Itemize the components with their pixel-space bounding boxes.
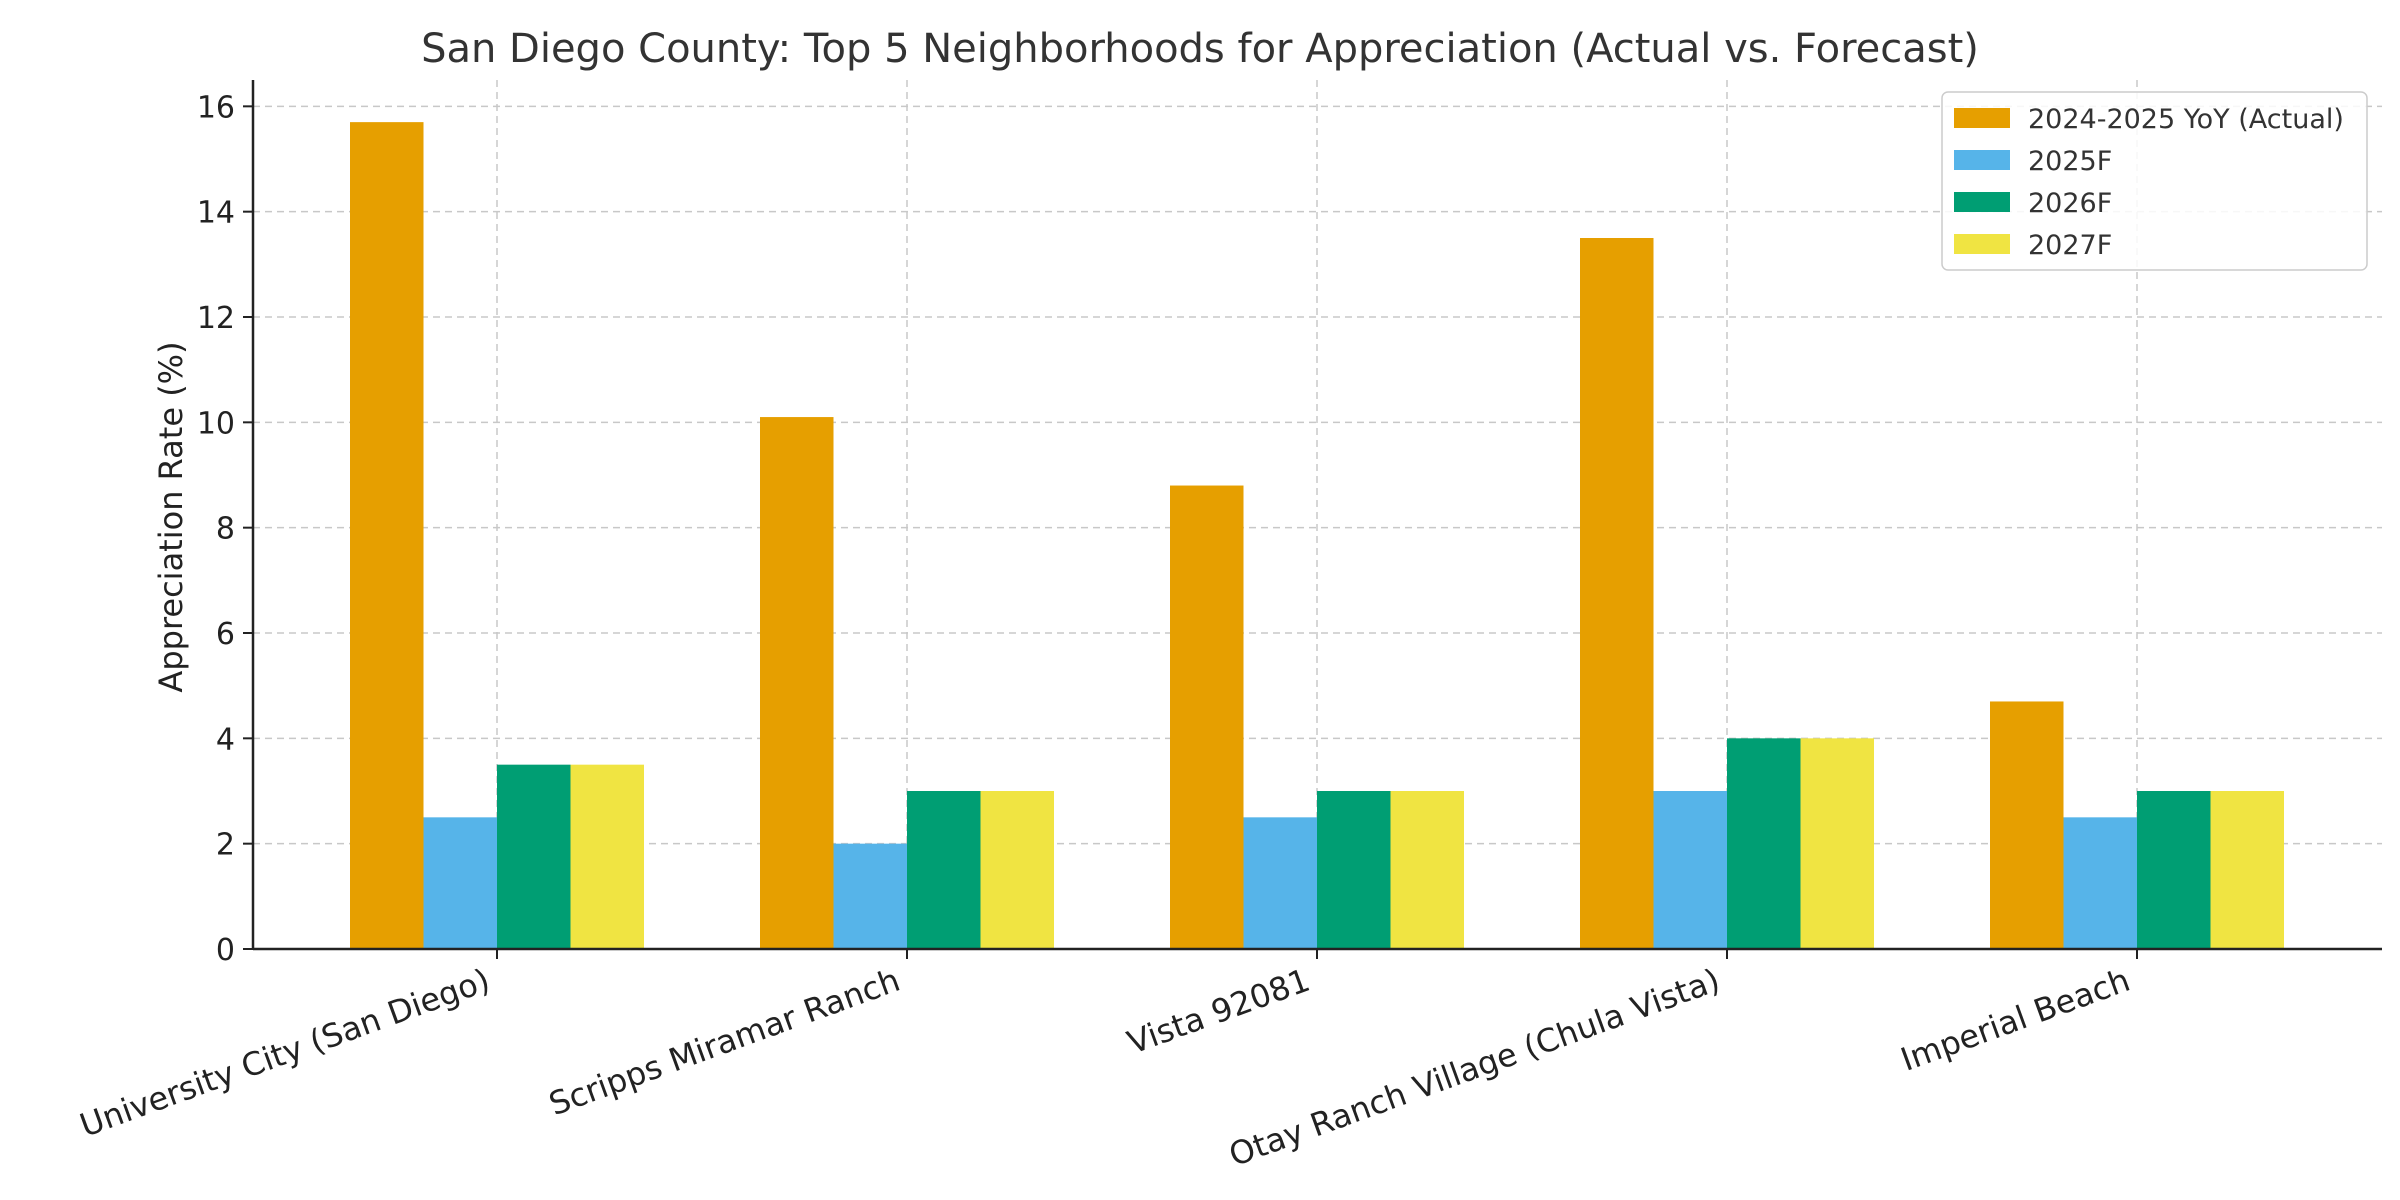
bar-2026f-1 — [907, 791, 981, 949]
legend-swatch — [1954, 192, 2010, 212]
bar-2024-2025-yoy-actual-1 — [760, 417, 834, 950]
bar-2027f-1 — [980, 791, 1054, 949]
x-tick-labels: University City (San Diego) Scripps Miram… — [75, 961, 2135, 1174]
y-tick-label: 8 — [216, 512, 235, 547]
bar-2026f-4 — [2137, 791, 2211, 949]
bar-2027f-3 — [1800, 738, 1874, 949]
x-tick-label: University City (San Diego) — [75, 961, 495, 1145]
y-tick-label: 16 — [197, 90, 235, 125]
bar-2026f-0 — [497, 764, 571, 949]
legend-label: 2026F — [2028, 188, 2112, 219]
legend-swatch — [1954, 108, 2010, 128]
y-tick-label: 0 — [216, 933, 235, 968]
bar-2024-2025-yoy-actual-3 — [1580, 238, 1654, 949]
bar-2025f-0 — [423, 817, 497, 949]
bar-2026f-3 — [1727, 738, 1801, 949]
bar-2024-2025-yoy-actual-0 — [350, 122, 424, 950]
bar-2024-2025-yoy-actual-4 — [1990, 701, 2064, 949]
bar-2027f-2 — [1390, 791, 1464, 949]
bar-2027f-4 — [2210, 791, 2284, 949]
bar-2025f-1 — [833, 843, 907, 949]
bar-2026f-2 — [1317, 791, 1391, 949]
y-tick-label: 12 — [197, 301, 235, 336]
bar-2025f-3 — [1653, 791, 1727, 949]
legend-label: 2027F — [2028, 230, 2112, 261]
legend-swatch — [1954, 234, 2010, 254]
legend-swatch — [1954, 150, 2010, 170]
axes-layer — [243, 80, 2382, 959]
y-tick-label: 2 — [216, 828, 235, 863]
x-tick-label: Scripps Miramar Ranch — [544, 961, 905, 1123]
x-tick-label: Vista 92081 — [1122, 961, 1314, 1062]
y-tick-label: 4 — [216, 722, 235, 757]
bar-2027f-0 — [570, 764, 644, 949]
legend-label: 2024-2025 YoY (Actual) — [2028, 104, 2344, 135]
y-tick-label: 14 — [197, 196, 235, 231]
y-tick-label: 10 — [197, 406, 235, 441]
y-tick-label: 6 — [216, 617, 235, 652]
bar-2024-2025-yoy-actual-2 — [1170, 485, 1244, 949]
y-axis-label: Appreciation Rate (%) — [152, 341, 190, 692]
chart-title: San Diego County: Top 5 Neighborhoods fo… — [421, 26, 1979, 72]
x-tick-label: Imperial Beach — [1896, 961, 2135, 1079]
bar-2025f-2 — [1243, 817, 1317, 949]
legend-frame — [1941, 91, 2368, 271]
bar-2025f-4 — [2063, 817, 2137, 949]
y-tick-labels: 0 2 4 6 8 10 12 14 16 — [197, 90, 235, 968]
bars-layer — [350, 122, 2284, 950]
legend-label: 2025F — [2028, 146, 2112, 177]
legend: 2024-2025 YoY (Actual) 2025F 2026F 2027F — [1941, 91, 2368, 271]
